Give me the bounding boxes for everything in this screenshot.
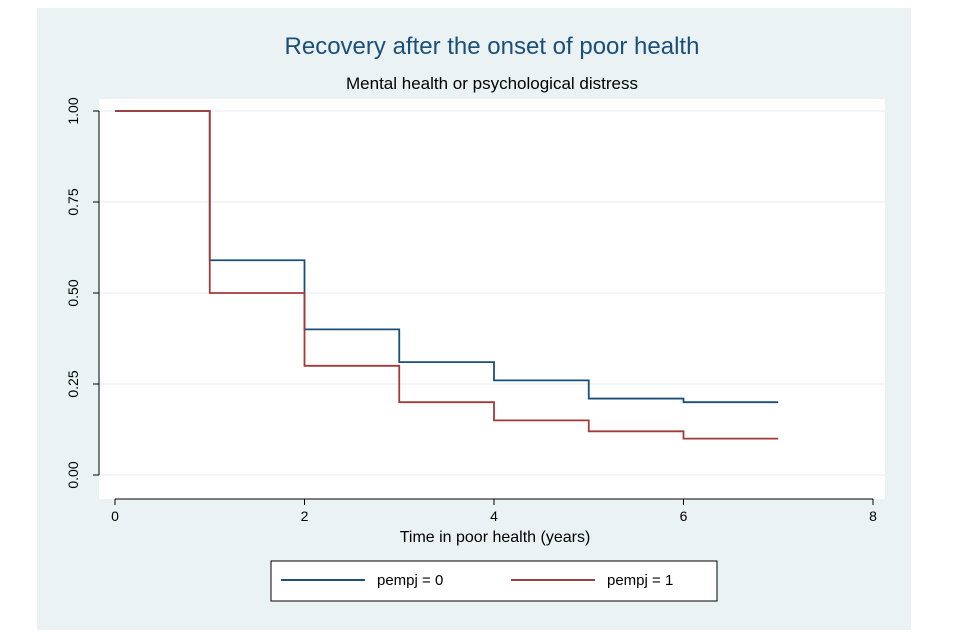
x-tick-label-0: 0 — [111, 508, 119, 524]
chart-figure: Recovery after the onset of poor health … — [37, 8, 911, 630]
x-axis-title: Time in poor health (years) — [400, 529, 591, 546]
series-lines — [115, 110, 779, 440]
series-line-pempj-1 — [115, 110, 779, 440]
legend-label-pempj-0: pempj = 0 — [377, 572, 443, 589]
chart-title: Recovery after the onset of poor health — [285, 33, 700, 60]
chart-subtitle: Mental health or psychological distress — [346, 74, 638, 93]
x-tick-label-2: 4 — [490, 508, 498, 524]
y-tick-label-1: 0.25 — [65, 370, 81, 397]
x-tick-label-4: 8 — [869, 508, 877, 524]
y-tick-label-0: 0.00 — [65, 461, 81, 488]
y-tick-label-3: 0.75 — [65, 188, 81, 215]
legend-label-pempj-1: pempj = 1 — [607, 572, 673, 589]
axes: 0.00 0.25 0.50 0.75 1.00 0 2 4 6 8 — [65, 97, 877, 524]
plot-area — [99, 99, 885, 499]
legend: pempj = 0 pempj = 1 — [270, 560, 718, 602]
y-tick-label-4: 1.00 — [65, 97, 81, 124]
chart-canvas: Recovery after the onset of poor health … — [65, 33, 885, 602]
series-line-pempj-0 — [115, 110, 779, 404]
x-tick-label-3: 6 — [680, 508, 688, 524]
y-tick-label-2: 0.50 — [65, 279, 81, 306]
x-tick-label-1: 2 — [301, 508, 309, 524]
